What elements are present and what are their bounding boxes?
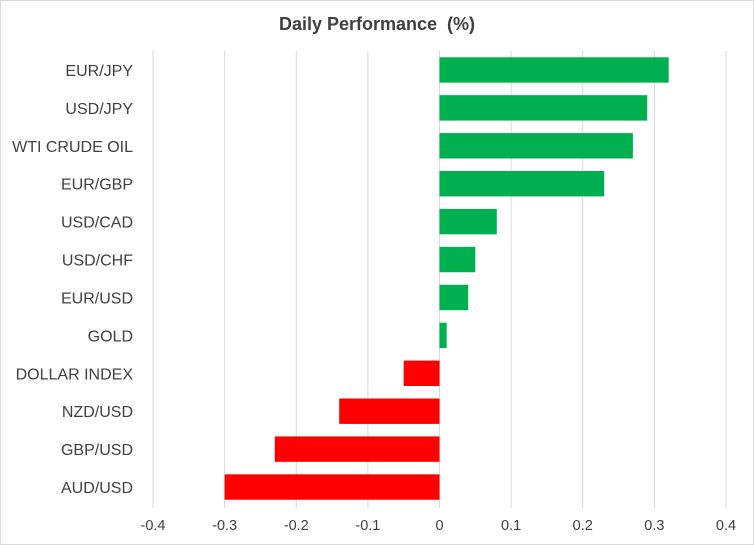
x-tick-label: -0.1 [355,518,380,534]
bar-nzd-usd [339,398,440,424]
bar-eur-gbp [439,171,605,197]
x-tick-labels: -0.4 -0.3 -0.2 -0.1 0 0.1 0.2 0.3 0.4 [141,518,737,534]
x-tick-label: -0.2 [284,518,309,534]
category-label: EUR/JPY [65,63,133,80]
bars [224,57,669,500]
x-tick-label: 0 [435,518,443,534]
bar-gbp-usd [274,436,440,462]
x-tick-label: 0.2 [573,518,593,534]
category-label: USD/JPY [65,101,133,118]
category-label: USD/CAD [61,215,133,232]
bar-wti-crude-oil [439,133,633,159]
bar-usd-jpy [439,95,648,121]
bar-eur-jpy [439,57,669,83]
category-labels: EUR/JPY USD/JPY WTI CRUDE OIL EUR/GBP USD/CA… [12,63,133,497]
category-label: USD/CHF [62,253,133,270]
category-label: GBP/USD [61,442,133,459]
category-label: EUR/USD [61,290,133,307]
bar-usd-chf [439,246,476,273]
x-tick-label: 0.3 [644,518,664,534]
bar-eur-usd [439,284,469,311]
x-tick-label: 0.4 [716,518,736,534]
x-tick-label: -0.4 [141,518,166,534]
bar-dollar-index [403,360,440,386]
x-tick-label: 0.1 [501,518,521,534]
category-label: DOLLAR INDEX [16,366,134,383]
bar-gold [439,322,447,349]
x-tick-label: -0.3 [212,518,237,534]
category-label: NZD/USD [62,404,133,421]
category-label: WTI CRUDE OIL [12,139,133,156]
bar-usd-cad [439,208,497,235]
category-label: GOLD [88,328,133,345]
category-label: EUR/GBP [61,177,133,194]
category-label: AUD/USD [61,480,133,497]
grid-lines [152,51,727,508]
chart-title: Daily Performance (%) [279,14,475,34]
bar-aud-usd [224,474,440,500]
